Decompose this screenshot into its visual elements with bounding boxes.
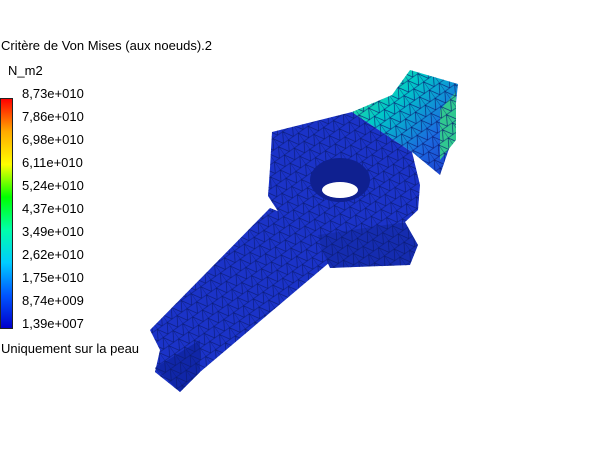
legend-tick-label: 7,86e+010 bbox=[22, 109, 84, 124]
legend-tick-label: 6,98e+010 bbox=[22, 132, 84, 147]
legend-tick-label: 8,73e+010 bbox=[22, 86, 84, 101]
legend-tick-label: 1,75e+010 bbox=[22, 270, 84, 285]
legend-tick-label: 4,37e+010 bbox=[22, 201, 84, 216]
legend-note: Uniquement sur la peau bbox=[1, 341, 140, 356]
legend-tick-label: 5,24e+010 bbox=[22, 178, 84, 193]
legend-tick-label: 6,11e+010 bbox=[22, 155, 83, 170]
legend-tick-label: 3,49e+010 bbox=[22, 224, 84, 239]
legend-color-bar bbox=[0, 98, 13, 329]
legend-tick-label: 8,74e+009 bbox=[22, 293, 84, 308]
legend-title: Critère de Von Mises (aux noeuds).2 bbox=[1, 38, 212, 53]
legend-tick-label: 1,39e+007 bbox=[22, 316, 84, 331]
upper-arm bbox=[352, 70, 458, 175]
legend-unit: N_m2 bbox=[8, 63, 43, 78]
legend-tick-label: 2,62e+010 bbox=[22, 247, 84, 262]
center-hole bbox=[310, 158, 370, 202]
lower-arm bbox=[150, 208, 330, 392]
